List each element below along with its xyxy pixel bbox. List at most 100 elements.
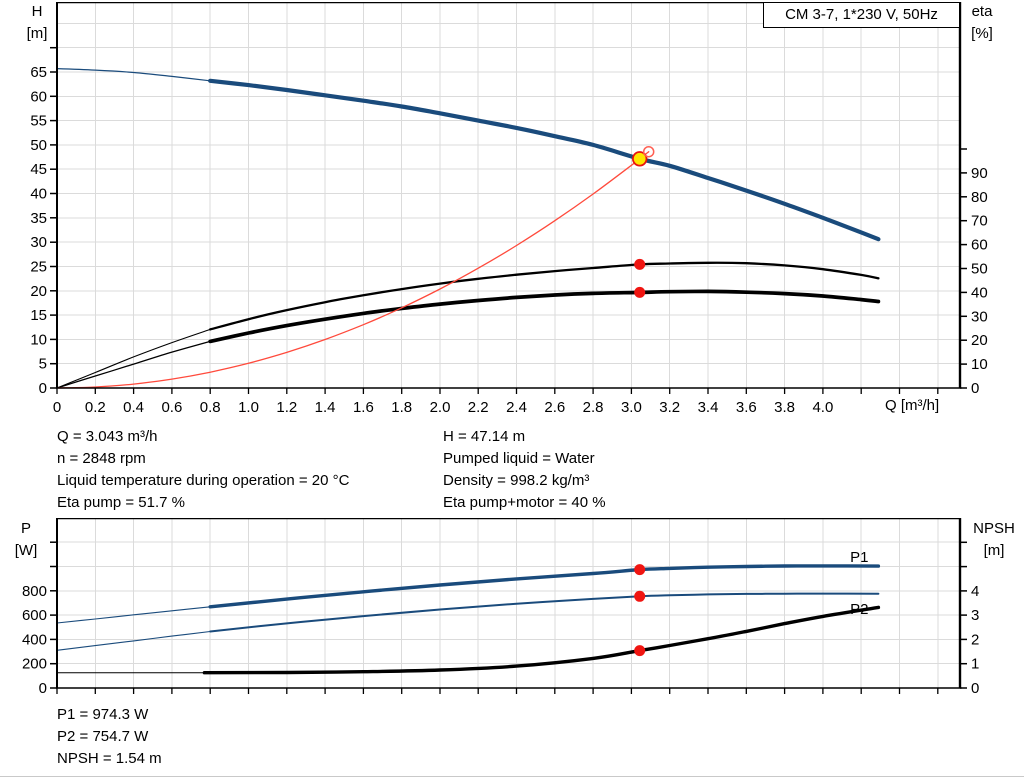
y-left-tick-label: 25 (30, 259, 47, 276)
eta-pump-motor-operating-dot (634, 286, 646, 298)
y-right-tick-label: 80 (971, 189, 988, 206)
x-tick-label: 1.4 (315, 399, 336, 416)
h-axis-unit: H [m] (17, 1, 57, 45)
npsh-axis-unit-line2: [m] (983, 542, 1005, 559)
x-tick-label: 0.6 (161, 399, 182, 416)
y-right-tick-label: 50 (971, 261, 988, 278)
x-tick-label: 0 (53, 399, 61, 416)
x-tick-label: 1.2 (276, 399, 297, 416)
y-left-tick-label: 65 (30, 64, 47, 81)
power-npsh-chart: P1 P2 0 200 400 600 800 0 1 2 3 4 (22, 517, 979, 697)
curve-label-p2: P2 (850, 601, 868, 618)
y-right-tick-label: 10 (971, 356, 988, 373)
eta-pump-operating-dot (634, 258, 646, 270)
duty-point (632, 151, 648, 167)
x-tick-label: 2.6 (544, 399, 565, 416)
y-right-tick-label: 20 (971, 332, 988, 349)
system-curve-end (642, 145, 655, 158)
x-tick-label: 3.8 (774, 399, 795, 416)
x-tick-label: 1.6 (353, 399, 374, 416)
eta-axis-unit-line2: [%] (971, 25, 993, 42)
y-right-tick-label: 60 (971, 237, 988, 254)
y-left-tick-label: 10 (30, 331, 47, 348)
y-right-tick-label: 70 (971, 213, 988, 230)
x-tick-label: 3.0 (621, 399, 642, 416)
x-tick-label: 1.8 (391, 399, 412, 416)
x-tick-label: 3.6 (736, 399, 757, 416)
y-right-tick-label: 0 (971, 380, 979, 397)
operating-point-info-left: Q = 3.043 m³/h n = 2848 rpm Liquid tempe… (57, 426, 349, 514)
y-left-tick-label: 20 (30, 283, 47, 300)
eta-pump-curve (209, 261, 880, 331)
eta-pump-text: Eta pump = 51.7 % (57, 494, 185, 511)
npsh-operating-dot (634, 645, 646, 657)
y-right-tick-label: 90 (971, 165, 988, 182)
system-curve (56, 151, 650, 389)
y-left-tick-label: 15 (30, 307, 47, 324)
eta-pump-motor-curve (208, 289, 881, 344)
operating-point-info-right: H = 47.14 m Pumped liquid = Water Densit… (443, 426, 606, 514)
y-left-tick-label: 600 (22, 607, 47, 624)
y-right-tick-label: 30 (971, 308, 988, 325)
head-curve-lead-in (56, 68, 211, 82)
power-npsh-info: P1 = 974.3 W P2 = 754.7 W NPSH = 1.54 m (57, 704, 162, 770)
npsh-curve (202, 605, 881, 675)
y-left-tick-label: 40 (30, 186, 47, 203)
p-axis-unit-line2: [W] (14, 542, 38, 559)
x-tick-label: 0.8 (200, 399, 221, 416)
p2-operating-dot (634, 590, 646, 602)
y-left-tick-label: 5 (39, 356, 47, 373)
y-left-tick-label: 35 (30, 210, 47, 227)
bottom-divider (0, 776, 1024, 777)
p1-curve (208, 564, 881, 609)
eta-pump-motor-curve-lead-in (56, 340, 211, 389)
x-tick-label: 3.4 (698, 399, 719, 416)
y-right-tick-label: 1 (971, 656, 979, 673)
duty-head-text: H = 47.14 m (443, 428, 526, 445)
p1-curve-lead-in (56, 606, 211, 624)
p-axis-unit: P [W] (4, 518, 48, 562)
h-axis-unit-line2: [m] (26, 25, 48, 42)
pump-model-box: CM 3-7, 1*230 V, 50Hz (763, 2, 960, 28)
y-right-tick-label: 40 (971, 284, 988, 301)
speed-text: n = 2848 rpm (57, 450, 146, 467)
y-left-tick-label: 800 (22, 583, 47, 600)
x-tick-label: 2.8 (583, 399, 604, 416)
y-left-tick-label: 60 (30, 88, 47, 105)
y-right-tick-label: 3 (971, 607, 979, 624)
y-left-tick-label: 200 (22, 656, 47, 673)
liquid-temperature-text: Liquid temperature during operation = 20… (57, 472, 350, 489)
x-tick-label: 1.0 (238, 399, 259, 416)
x-tick-label: 2.0 (430, 399, 451, 416)
duty-flow-text: Q = 3.043 m³/h (57, 428, 158, 445)
x-tick-label: 0.2 (85, 399, 106, 416)
p-axis-unit-line1: P (20, 520, 31, 537)
density-text: Density = 998.2 kg/m³ (443, 472, 590, 489)
y-left-tick-label: 400 (22, 631, 47, 648)
y-left-tick-label: 0 (39, 380, 47, 397)
p1-operating-dot (634, 564, 646, 576)
p2-text: P2 = 754.7 W (57, 728, 149, 745)
eta-axis-unit: eta [%] (963, 1, 1001, 45)
head-eta-chart: 0 5 10 15 20 25 30 35 40 45 50 55 60 65 0 10 20 30 40 50 60 7… (30, 1, 988, 416)
y-left-tick-label: 45 (30, 161, 47, 178)
eta-pump-curve-lead-in (56, 328, 211, 389)
p1-text: P1 = 974.3 W (57, 706, 149, 723)
x-tick-label: 2.4 (506, 399, 527, 416)
y-left-tick-label: 55 (30, 113, 47, 130)
eta-axis-unit-line1: eta (971, 3, 993, 20)
x-tick-label: 4.0 (812, 399, 833, 416)
curve-label-p1: P1 (850, 549, 868, 566)
x-tick-label: 0.4 (123, 399, 144, 416)
head-curve (208, 78, 881, 242)
x-tick-label: 2.2 (468, 399, 489, 416)
y-right-tick-label: 2 (971, 631, 979, 648)
npsh-text: NPSH = 1.54 m (57, 750, 162, 767)
p2-curve-lead-in (56, 630, 211, 651)
y-left-tick-label: 50 (30, 137, 47, 154)
q-axis-unit: Q [m³/h] (885, 397, 940, 414)
npsh-axis-unit: NPSH [m] (964, 518, 1024, 562)
h-axis-unit-line1: H (31, 3, 43, 20)
